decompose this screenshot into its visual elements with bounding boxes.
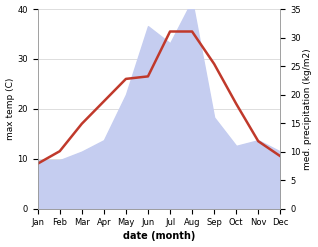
X-axis label: date (month): date (month): [123, 231, 195, 242]
Y-axis label: med. precipitation (kg/m2): med. precipitation (kg/m2): [303, 48, 313, 170]
Y-axis label: max temp (C): max temp (C): [5, 78, 15, 140]
